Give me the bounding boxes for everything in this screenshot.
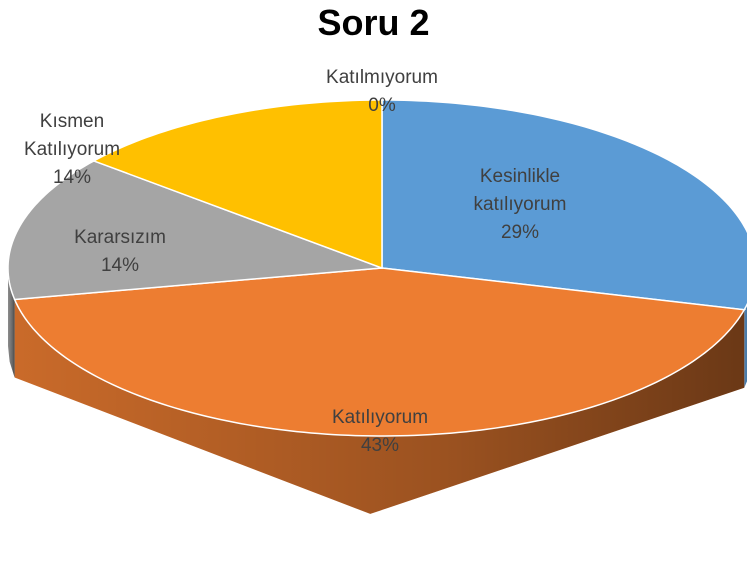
data-label: Katılıyorum 43% (270, 404, 490, 460)
data-label: Kısmen Katılıyorum 14% (7, 108, 137, 192)
slice-side-shade (14, 299, 745, 514)
slice-side-shade (744, 304, 747, 388)
label-name: Kısmen Katılıyorum (23, 111, 121, 160)
label-value: 0% (368, 95, 396, 116)
label-value: 14% (100, 255, 140, 276)
label-name: Katılmıyorum (326, 67, 438, 88)
label-name: Katılıyorum (331, 407, 429, 428)
slice (92, 99, 383, 270)
label-value: 43% (360, 435, 400, 456)
data-label: Kesinlikle katılıyorum 29% (445, 163, 595, 247)
label-value: 29% (500, 222, 540, 243)
slice (13, 267, 746, 437)
slice (381, 99, 747, 311)
label-value: 14% (52, 167, 92, 188)
label-name: Kesinlikle katılıyorum (473, 166, 567, 215)
slice (7, 160, 383, 301)
chart-title: Soru 2 (317, 2, 430, 43)
data-label: Kararsızım 14% (40, 224, 200, 280)
label-name: Kararsızım (74, 227, 166, 248)
data-label: Katılmıyorum 0% (272, 64, 492, 120)
